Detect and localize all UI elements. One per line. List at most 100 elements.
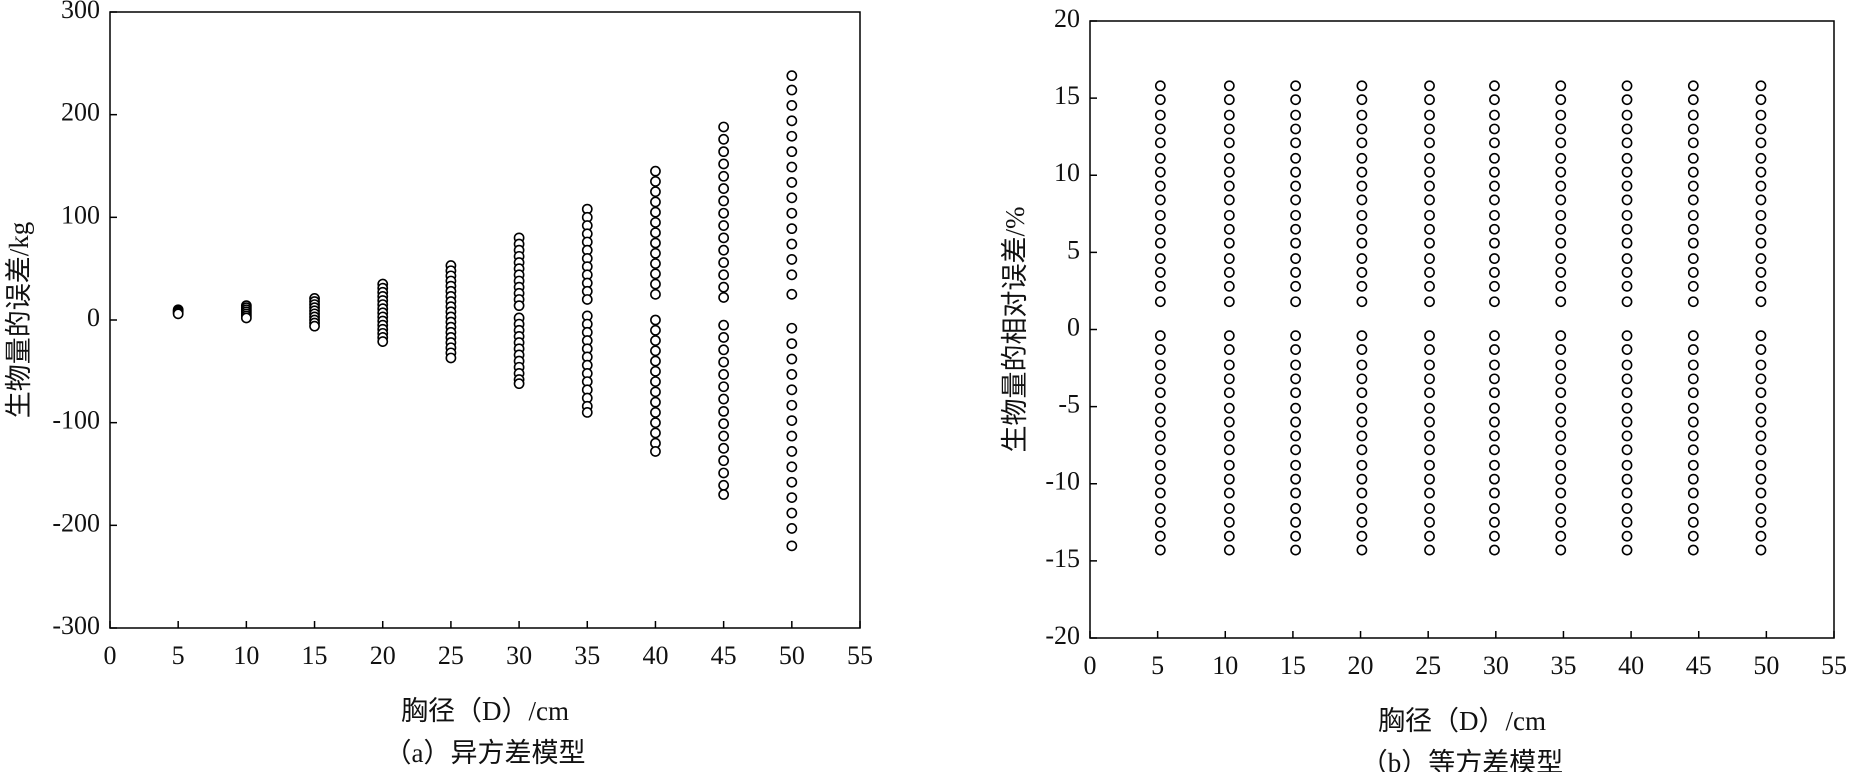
data-point bbox=[1555, 280, 1567, 292]
data-point bbox=[1356, 444, 1368, 456]
data-point bbox=[1489, 296, 1500, 308]
data-point bbox=[1424, 194, 1435, 206]
data-point bbox=[718, 442, 730, 454]
data-point bbox=[1154, 473, 1166, 485]
data-point bbox=[1424, 166, 1435, 178]
data-point bbox=[1621, 459, 1633, 471]
data-point bbox=[1424, 94, 1435, 106]
data-point bbox=[786, 523, 798, 534]
data-point bbox=[1223, 123, 1235, 135]
data-point bbox=[1290, 209, 1302, 221]
data-point bbox=[1489, 516, 1500, 528]
data-point bbox=[1424, 503, 1435, 514]
data-point bbox=[1755, 109, 1767, 121]
data-point bbox=[650, 196, 661, 208]
data-point bbox=[1687, 430, 1699, 442]
x-tick-label: 30 bbox=[506, 641, 532, 670]
data-point bbox=[1621, 209, 1633, 221]
data-point bbox=[650, 427, 661, 439]
data-point bbox=[1555, 373, 1567, 385]
data-point bbox=[1424, 373, 1435, 385]
data-point bbox=[650, 247, 661, 259]
data-point bbox=[1489, 267, 1500, 278]
data-point bbox=[1755, 544, 1767, 556]
data-point bbox=[1290, 487, 1302, 499]
data-point bbox=[1154, 137, 1166, 149]
data-point bbox=[1687, 123, 1699, 135]
data-point bbox=[1356, 209, 1368, 221]
data-point bbox=[1290, 416, 1302, 428]
data-point bbox=[786, 384, 798, 396]
x-tick-label: 40 bbox=[642, 641, 668, 670]
data-point bbox=[1290, 80, 1302, 92]
data-point bbox=[1154, 487, 1166, 499]
data-point bbox=[786, 288, 798, 300]
data-point bbox=[718, 121, 730, 133]
data-point bbox=[445, 352, 457, 364]
data-point bbox=[718, 183, 730, 194]
data-point bbox=[1489, 544, 1500, 556]
plot-frame bbox=[109, 11, 861, 629]
data-point bbox=[1489, 387, 1500, 399]
data-point bbox=[1356, 296, 1368, 308]
data-point bbox=[1223, 280, 1235, 292]
data-point bbox=[650, 237, 661, 249]
data-point bbox=[1223, 516, 1235, 528]
data-point bbox=[1154, 459, 1166, 471]
data-point bbox=[1489, 180, 1500, 192]
data-point bbox=[1555, 416, 1567, 428]
x-tick-label: 0 bbox=[1084, 651, 1097, 680]
data-point bbox=[1755, 430, 1767, 442]
data-point bbox=[1356, 387, 1368, 399]
data-point bbox=[1223, 444, 1235, 456]
data-point bbox=[1755, 296, 1767, 308]
data-point bbox=[1154, 253, 1166, 264]
y-tick-label: 20 bbox=[1054, 4, 1080, 33]
data-point bbox=[1424, 459, 1435, 471]
data-point bbox=[1555, 267, 1567, 278]
data-point bbox=[1154, 296, 1166, 308]
data-point bbox=[1621, 359, 1633, 371]
data-point bbox=[1621, 280, 1633, 292]
data-point bbox=[1424, 253, 1435, 264]
data-point bbox=[1424, 359, 1435, 371]
data-point bbox=[1424, 530, 1435, 542]
data-point bbox=[718, 158, 730, 170]
data-point bbox=[1755, 137, 1767, 149]
data-point bbox=[1489, 123, 1500, 135]
data-point bbox=[1290, 444, 1302, 456]
caption: （a）异方差模型 bbox=[385, 738, 586, 768]
data-point bbox=[1555, 516, 1567, 528]
y-tick-label: 200 bbox=[61, 98, 100, 127]
data-point bbox=[1621, 109, 1633, 121]
x-tick-label: 25 bbox=[1415, 651, 1441, 680]
x-tick-label: 10 bbox=[1212, 651, 1238, 680]
data-point bbox=[1424, 267, 1435, 278]
y-tick-label: 10 bbox=[1054, 158, 1080, 187]
data-point bbox=[1687, 503, 1699, 514]
data-point bbox=[650, 278, 661, 290]
x-tick-label: 55 bbox=[1821, 651, 1847, 680]
data-point bbox=[1621, 166, 1633, 178]
data-point bbox=[172, 308, 184, 320]
data-point bbox=[718, 393, 730, 405]
data-point bbox=[718, 269, 730, 281]
data-point bbox=[1154, 387, 1166, 399]
data-point bbox=[1356, 402, 1368, 414]
data-point bbox=[1755, 503, 1767, 514]
data-point bbox=[1356, 237, 1368, 249]
data-point bbox=[718, 344, 730, 356]
data-point bbox=[1223, 402, 1235, 414]
data-point bbox=[786, 100, 798, 111]
data-point bbox=[1223, 373, 1235, 385]
data-point bbox=[1290, 223, 1302, 235]
data-point bbox=[786, 192, 798, 204]
data-point bbox=[1424, 387, 1435, 399]
data-point bbox=[1687, 402, 1699, 414]
y-tick-label: -10 bbox=[1045, 467, 1080, 496]
data-point bbox=[650, 165, 661, 177]
data-point bbox=[1555, 94, 1567, 106]
data-point bbox=[1290, 530, 1302, 542]
data-point bbox=[1424, 137, 1435, 149]
